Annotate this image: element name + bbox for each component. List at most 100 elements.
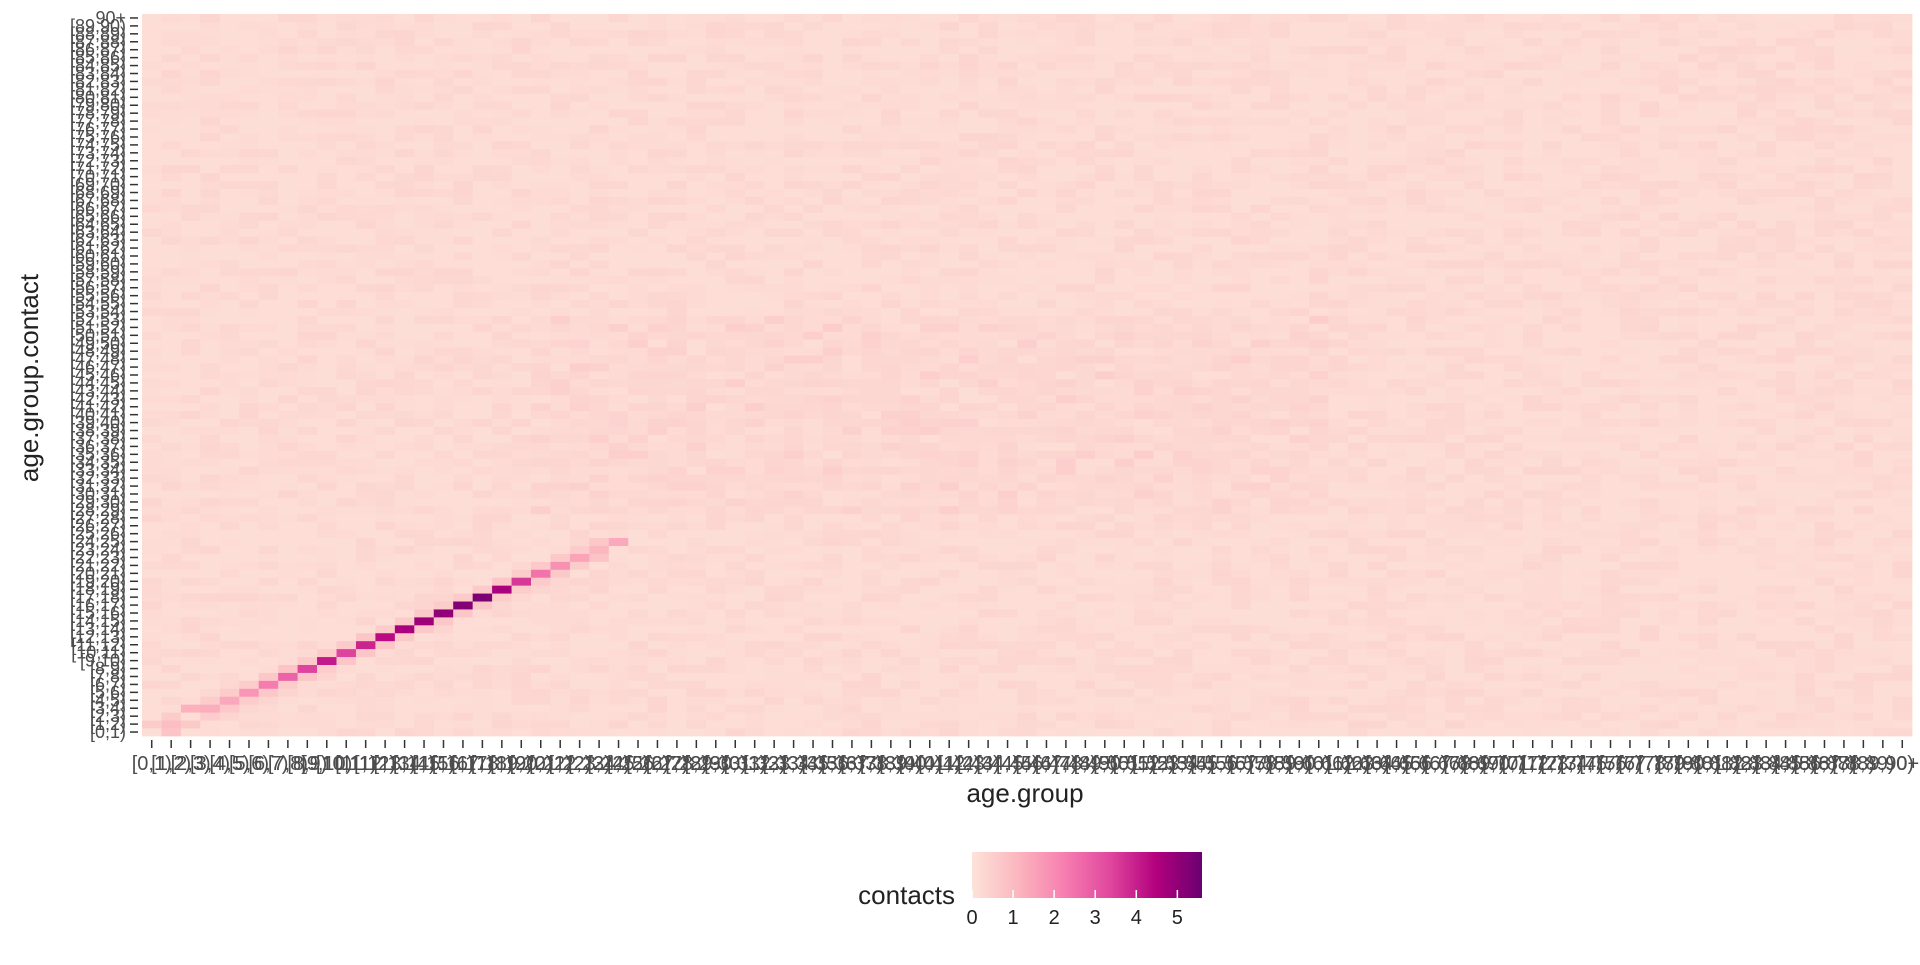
heatmap-cell xyxy=(1056,601,1077,610)
heatmap-cell xyxy=(1056,450,1077,459)
heatmap-cell xyxy=(1172,537,1193,546)
heatmap-cell xyxy=(744,624,765,634)
heatmap-cell xyxy=(492,680,512,689)
heatmap-cell xyxy=(978,45,999,55)
heatmap-cell xyxy=(589,259,610,269)
heatmap-cell xyxy=(706,252,726,261)
heatmap-cell xyxy=(589,529,610,539)
heatmap-cell xyxy=(161,259,182,269)
heatmap-cell xyxy=(978,593,999,602)
heatmap-cell xyxy=(142,53,162,62)
heatmap-cell xyxy=(939,577,960,586)
heatmap-cell xyxy=(414,394,435,404)
heatmap-cell xyxy=(414,148,435,158)
heatmap-cell xyxy=(881,656,901,665)
heatmap-cell xyxy=(744,347,765,356)
heatmap-cell xyxy=(414,672,435,681)
heatmap-cell xyxy=(686,347,707,356)
heatmap-cell xyxy=(706,77,726,86)
heatmap-cell xyxy=(297,672,318,681)
heatmap-cell xyxy=(258,101,279,110)
heatmap-cell xyxy=(414,378,435,388)
heatmap-cell xyxy=(414,577,435,586)
heatmap-cell xyxy=(200,101,221,110)
heatmap-cell xyxy=(453,355,474,364)
heatmap-cell xyxy=(297,577,318,586)
heatmap-cell xyxy=(744,164,765,174)
heatmap-cell xyxy=(1114,378,1135,388)
heatmap-cell xyxy=(219,220,240,229)
heatmap-cell xyxy=(1075,601,1096,610)
heatmap-cell xyxy=(1172,140,1193,150)
heatmap-cell xyxy=(686,688,707,697)
heatmap-cell xyxy=(142,410,162,420)
heatmap-cell xyxy=(1114,672,1135,681)
heatmap-cell xyxy=(822,140,843,150)
heatmap-cell xyxy=(414,680,435,689)
heatmap-cell xyxy=(764,553,785,562)
heatmap-cell xyxy=(219,140,240,150)
heatmap-cell xyxy=(1036,283,1057,293)
heatmap-cell xyxy=(161,283,182,293)
heatmap-cell xyxy=(317,212,337,221)
heatmap-cell xyxy=(472,347,493,356)
heatmap-cell xyxy=(394,720,415,729)
heatmap-cell xyxy=(939,267,960,277)
heatmap-cell xyxy=(355,69,376,78)
heatmap-cell xyxy=(1153,140,1174,150)
heatmap-cell xyxy=(744,656,765,665)
heatmap-cell xyxy=(881,378,901,388)
heatmap-cell xyxy=(920,458,940,467)
heatmap-cell xyxy=(1114,228,1135,237)
heatmap-cell xyxy=(842,212,863,221)
heatmap-cell xyxy=(1036,609,1057,618)
heatmap-cell xyxy=(414,307,435,316)
heatmap-cell xyxy=(725,315,746,324)
heatmap-cell xyxy=(1075,196,1096,205)
heatmap-cell xyxy=(180,728,201,737)
heatmap-cell xyxy=(783,347,804,356)
heatmap-cell xyxy=(200,37,221,47)
heatmap-cell xyxy=(744,212,765,221)
heatmap-cell xyxy=(589,164,610,174)
heatmap-cell xyxy=(939,728,960,737)
heatmap-cell xyxy=(1192,125,1213,134)
heatmap-cell xyxy=(492,339,512,348)
heatmap-cell xyxy=(1114,410,1135,420)
heatmap-cell xyxy=(1095,402,1115,412)
heatmap-cell xyxy=(881,93,901,102)
heatmap-cell xyxy=(881,609,901,618)
heatmap-cell xyxy=(375,394,396,404)
heatmap-cell xyxy=(297,275,318,285)
heatmap-cell xyxy=(744,474,765,483)
heatmap-cell xyxy=(978,339,999,348)
heatmap-cell xyxy=(297,164,318,174)
heatmap-cell xyxy=(180,426,201,435)
heatmap-cell xyxy=(608,482,629,491)
heatmap-cell xyxy=(180,148,201,158)
heatmap-cell xyxy=(414,291,435,301)
heatmap-cell xyxy=(706,585,726,594)
heatmap-cell xyxy=(239,133,260,142)
heatmap-cell xyxy=(1017,386,1038,396)
heatmap-cell xyxy=(608,188,629,197)
heatmap-cell xyxy=(939,593,960,602)
heatmap-cell xyxy=(180,418,201,427)
heatmap-cell xyxy=(180,648,201,658)
heatmap-cell xyxy=(180,196,201,205)
heatmap-cell xyxy=(453,696,474,705)
heatmap-cell xyxy=(647,220,668,229)
heatmap-cell xyxy=(239,331,260,340)
heatmap-cell xyxy=(297,69,318,78)
heatmap-cell xyxy=(725,704,746,713)
heatmap-cell xyxy=(394,410,415,420)
heatmap-cell xyxy=(1153,410,1174,420)
heatmap-cell xyxy=(1153,172,1174,182)
heatmap-cell xyxy=(764,490,785,499)
heatmap-cell xyxy=(531,624,551,634)
heatmap-cell xyxy=(881,125,901,134)
heatmap-cell xyxy=(375,696,396,705)
heatmap-cell xyxy=(803,363,824,372)
heatmap-cell xyxy=(492,355,512,364)
heatmap-cell xyxy=(219,553,240,562)
